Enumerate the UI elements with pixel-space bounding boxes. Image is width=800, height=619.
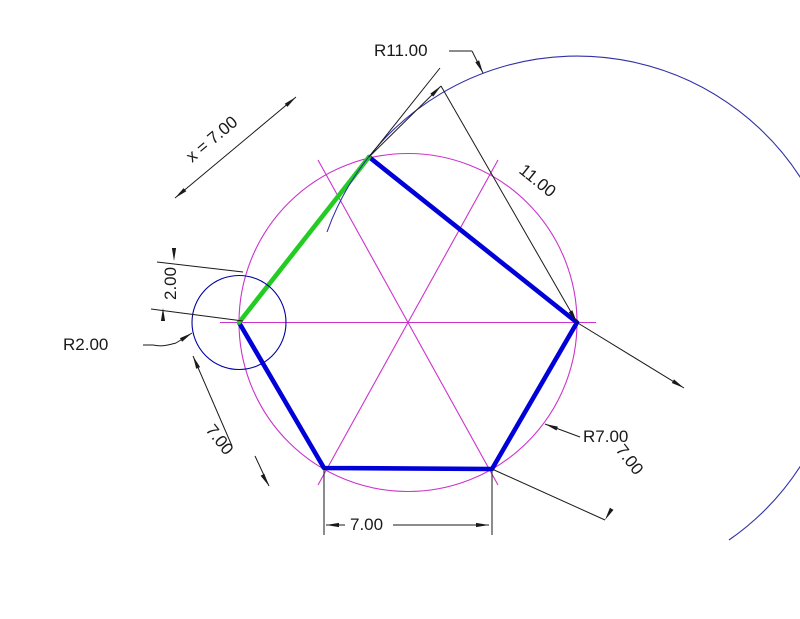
svg-text:R7.00: R7.00 <box>583 427 628 446</box>
svg-text:R11.00: R11.00 <box>374 41 428 60</box>
svg-text:2.00: 2.00 <box>161 267 180 300</box>
svg-text:7.00: 7.00 <box>202 421 237 459</box>
svg-text:7.00: 7.00 <box>612 441 647 479</box>
svg-text:R2.00: R2.00 <box>63 335 108 354</box>
svg-text:11.00: 11.00 <box>515 160 559 201</box>
svg-text:x = 7.00: x = 7.00 <box>182 112 241 166</box>
svg-text:7.00: 7.00 <box>350 515 383 534</box>
